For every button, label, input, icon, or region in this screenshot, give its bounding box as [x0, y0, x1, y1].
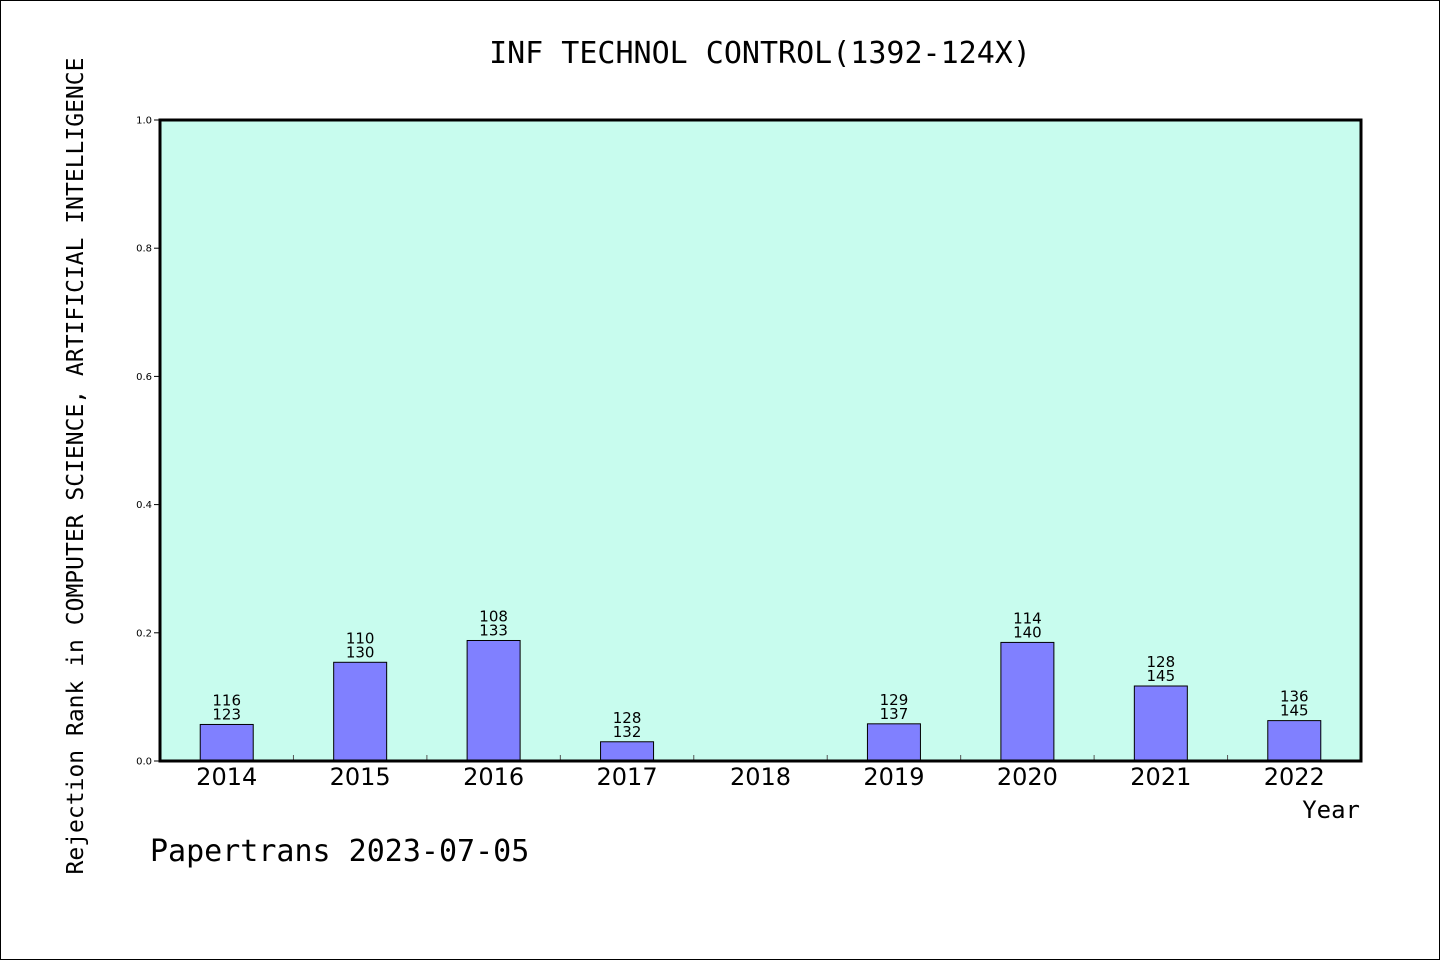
- bar: [1133, 685, 1188, 762]
- x-tick-label: 2017: [597, 763, 658, 791]
- data-label-bottom: 140: [1013, 623, 1042, 641]
- x-tick-label: 2022: [1264, 763, 1325, 791]
- bar: [1000, 641, 1055, 762]
- y-tick-label: 1.0: [136, 116, 152, 127]
- x-axis-label: Year: [1302, 796, 1360, 824]
- x-tick-label: 2014: [196, 763, 257, 791]
- x-tick-label: 2021: [1130, 763, 1191, 791]
- bar: [199, 723, 254, 762]
- x-tick-label: 2015: [330, 763, 391, 791]
- data-label-bottom: 137: [880, 705, 909, 723]
- data-label-top: 136: [1280, 688, 1309, 706]
- data-label-top: 114: [1013, 609, 1042, 627]
- y-tick-label: 0.0: [136, 757, 152, 768]
- plot-area: [160, 120, 1361, 761]
- bar: [333, 661, 388, 762]
- y-tick-label: 0.8: [136, 244, 152, 255]
- data-label-top: 108: [479, 607, 508, 625]
- data-label-top: 128: [613, 709, 642, 727]
- plot-border: [158, 118, 1363, 763]
- bar: [866, 723, 921, 762]
- x-tick-label: 2020: [997, 763, 1058, 791]
- data-label-bottom: 132: [613, 723, 642, 741]
- x-tick-label: 2018: [730, 763, 791, 791]
- data-label-bottom: 130: [346, 643, 375, 661]
- chart-title: INF TECHNOL CONTROL(1392-124X): [489, 36, 1031, 71]
- data-label-bottom: 133: [479, 621, 508, 639]
- data-label-top: 116: [212, 691, 241, 709]
- data-label-bottom: 123: [212, 705, 241, 723]
- data-label-top: 128: [1147, 653, 1176, 671]
- data-label-top: 110: [346, 629, 375, 647]
- x-tick-label: 2016: [463, 763, 524, 791]
- data-label-bottom: 145: [1280, 702, 1309, 720]
- x-tick-label: 2019: [863, 763, 924, 791]
- bar: [466, 639, 521, 762]
- y-tick-label: 0.6: [136, 372, 152, 383]
- y-tick-label: 0.2: [136, 628, 152, 639]
- data-label-bottom: 145: [1147, 667, 1176, 685]
- bar: [1267, 720, 1322, 762]
- bar: [600, 741, 655, 762]
- y-tick-label: 0.4: [136, 500, 152, 511]
- footer-credit: Papertrans 2023-07-05: [150, 834, 530, 869]
- data-label-top: 129: [880, 691, 909, 709]
